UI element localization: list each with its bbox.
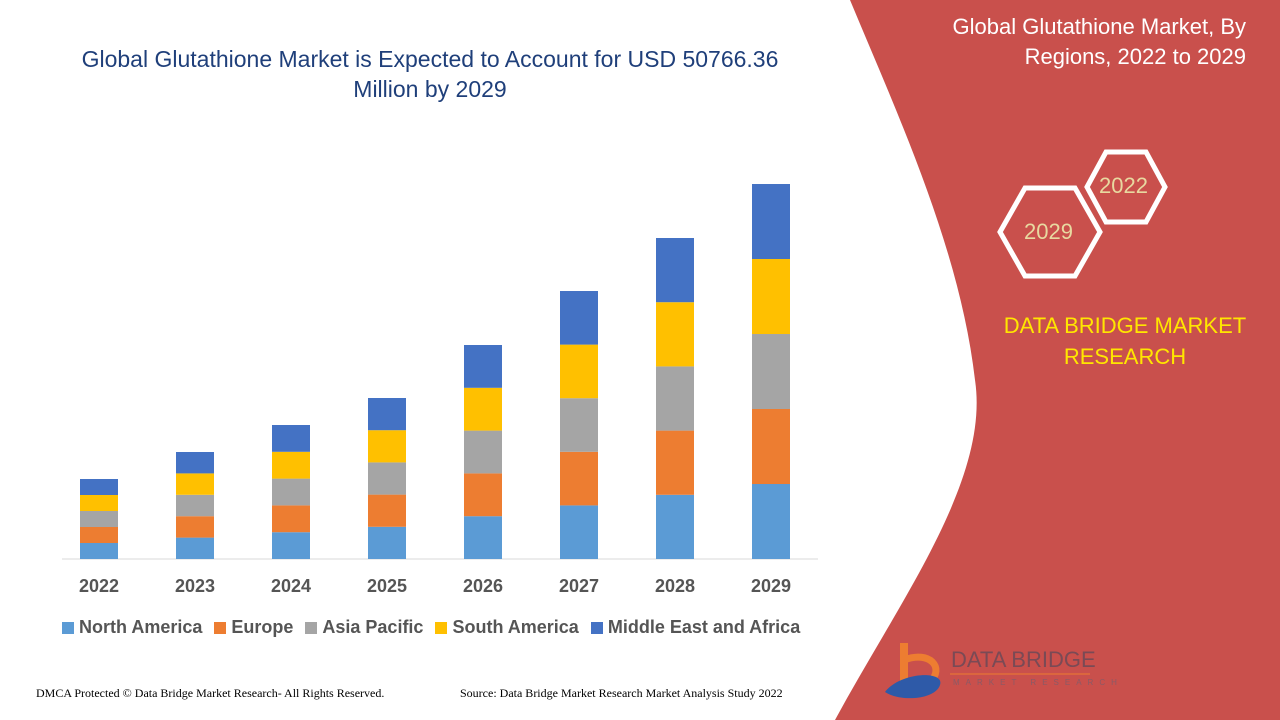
bar-segment-2028-europe <box>656 430 694 495</box>
hex-year-2022: 2022 <box>1099 173 1148 198</box>
x-tick-label: 2029 <box>751 576 791 596</box>
bar-segment-2028-south-america <box>656 302 694 367</box>
x-tick-label: 2028 <box>655 576 695 596</box>
bar-segment-2026-europe <box>464 473 502 517</box>
side-panel-title: Global Glutathione Market, By Regions, 2… <box>952 14 1246 69</box>
legend-item: North America <box>62 617 202 638</box>
bar-segment-2026-middle-east-and-africa <box>464 345 502 388</box>
legend-swatch <box>435 621 448 634</box>
bar-segment-2028-asia-pacific <box>656 366 694 431</box>
bar-segment-2023-europe <box>176 516 214 538</box>
bar-segment-2027-south-america <box>560 344 598 399</box>
brand-name: DATA BRIDGE MARKET RESEARCH <box>1003 313 1247 369</box>
bar-segment-2024-north-america <box>272 532 310 559</box>
bar-segment-2028-north-america <box>656 494 694 559</box>
bar-segment-2026-south-america <box>464 387 502 431</box>
bar-segment-2022-europe <box>80 527 118 544</box>
hexagon-2029 <box>997 185 1103 279</box>
footer-copyright: DMCA Protected © Data Bridge Market Rese… <box>36 686 385 700</box>
logo-subtext: MARKET RESEARCH <box>953 678 1123 687</box>
bar-segment-2029-south-america <box>752 259 790 335</box>
bar-segment-2022-north-america <box>80 543 118 559</box>
bar-segment-2024-asia-pacific <box>272 478 310 506</box>
bar-segment-2024-middle-east-and-africa <box>272 425 310 452</box>
legend-item: Middle East and Africa <box>590 617 801 638</box>
bar-segment-2025-south-america <box>368 430 406 463</box>
bar-segment-2025-asia-pacific <box>368 462 406 495</box>
legend-swatch <box>214 621 227 634</box>
x-tick-label: 2027 <box>559 576 599 596</box>
bar-segment-2022-asia-pacific <box>80 511 118 528</box>
legend-swatch <box>305 621 318 634</box>
chart-title: Global Glutathione Market is Expected to… <box>81 46 779 102</box>
bar-segment-2026-north-america <box>464 516 502 559</box>
logo-text: DATA BRIDGE <box>951 647 1096 672</box>
x-tick-label: 2026 <box>463 576 503 596</box>
legend-item: Europe <box>214 617 293 638</box>
bar-segment-2023-asia-pacific <box>176 494 214 517</box>
bar-segment-2022-south-america <box>80 495 118 512</box>
legend-item: South America <box>435 617 579 638</box>
bar-segment-2024-europe <box>272 505 310 533</box>
logo-icon <box>885 643 941 699</box>
hex-year-2029: 2029 <box>1024 219 1073 244</box>
bar-segment-2025-europe <box>368 494 406 527</box>
legend-swatch <box>62 621 74 634</box>
legend-item: Asia Pacific <box>305 617 423 638</box>
bar-segment-2025-middle-east-and-africa <box>368 398 406 431</box>
bar-segment-2027-asia-pacific <box>560 398 598 452</box>
bar-segment-2027-europe <box>560 451 598 506</box>
bar-segment-2024-south-america <box>272 451 310 479</box>
legend-label: Middle East and Africa <box>607 617 801 637</box>
bar-segment-2029-asia-pacific <box>752 334 790 410</box>
bar-segment-2027-north-america <box>560 505 598 559</box>
legend: North America Europe Asia Pacific South … <box>62 617 800 638</box>
legend-label: South America <box>452 617 579 637</box>
x-tick-label: 2024 <box>271 576 311 596</box>
legend-label: North America <box>79 617 203 637</box>
bar-segment-2023-middle-east-and-africa <box>176 452 214 474</box>
bar-segment-2022-middle-east-and-africa <box>80 479 118 496</box>
x-tick-label: 2023 <box>175 576 215 596</box>
footer-source: Source: Data Bridge Market Research Mark… <box>460 686 783 700</box>
bar-segment-2029-middle-east-and-africa <box>752 184 790 260</box>
x-tick-label: 2022 <box>79 576 119 596</box>
legend-swatch <box>590 621 603 634</box>
bar-segment-2023-south-america <box>176 473 214 495</box>
legend-label: Europe <box>231 617 294 637</box>
bar-segment-2028-middle-east-and-africa <box>656 238 694 303</box>
bar-segment-2025-north-america <box>368 526 406 559</box>
legend-label: Asia Pacific <box>322 617 424 637</box>
x-tick-label: 2025 <box>367 576 407 596</box>
bar-segment-2027-middle-east-and-africa <box>560 291 598 345</box>
hexagon-2022 <box>1084 149 1168 225</box>
bar-segment-2029-north-america <box>752 484 790 559</box>
bar-segment-2029-europe <box>752 409 790 485</box>
bar-segment-2026-asia-pacific <box>464 430 502 474</box>
side-panel <box>835 0 1280 720</box>
bar-segment-2023-north-america <box>176 537 214 559</box>
